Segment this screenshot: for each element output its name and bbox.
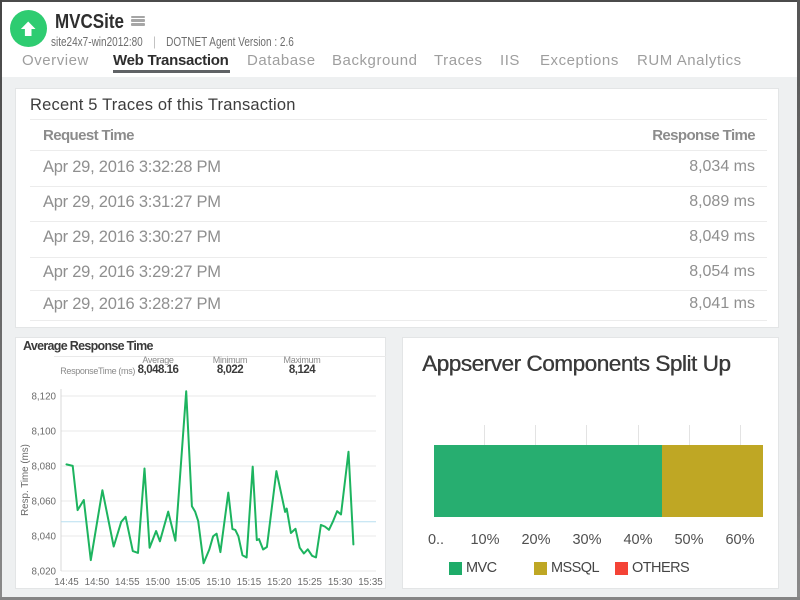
svg-text:15:30: 15:30 <box>328 577 353 588</box>
svg-text:15:10: 15:10 <box>206 577 231 588</box>
svg-text:8,100: 8,100 <box>31 427 56 438</box>
svg-text:15:05: 15:05 <box>176 577 201 588</box>
svg-text:15:25: 15:25 <box>297 577 322 588</box>
svg-text:Resp. Time (ms): Resp. Time (ms) <box>20 444 31 516</box>
svg-text:15:35: 15:35 <box>358 577 383 588</box>
svg-text:15:00: 15:00 <box>145 577 170 588</box>
svg-text:14:55: 14:55 <box>115 577 140 588</box>
svg-text:8,060: 8,060 <box>31 497 56 508</box>
svg-text:8,080: 8,080 <box>31 462 56 473</box>
svg-text:15:15: 15:15 <box>237 577 262 588</box>
svg-text:8,040: 8,040 <box>31 532 56 543</box>
svg-text:14:50: 14:50 <box>85 577 110 588</box>
svg-text:14:45: 14:45 <box>54 577 79 588</box>
svg-text:15:20: 15:20 <box>267 577 292 588</box>
svg-text:8,120: 8,120 <box>31 392 56 403</box>
svg-text:8,020: 8,020 <box>31 567 56 578</box>
